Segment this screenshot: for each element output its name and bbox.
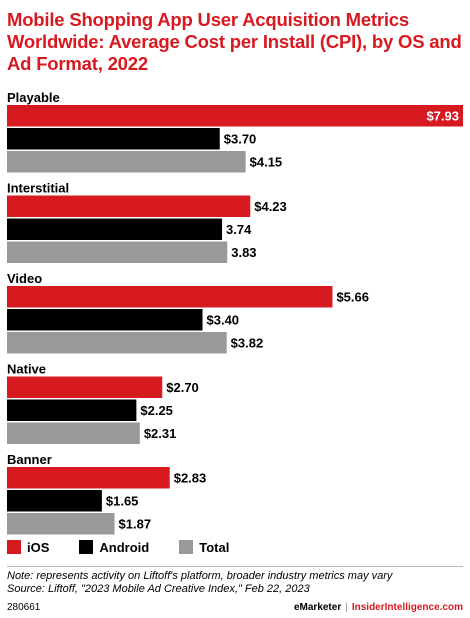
data-label-native-ios: $2.70: [166, 380, 199, 395]
legend-swatch-total: [179, 540, 194, 554]
bar-playable-ios: [7, 105, 463, 127]
data-label-banner-total: $1.87: [119, 516, 152, 531]
data-label-video-total: $3.82: [231, 335, 264, 350]
bar-native-ios: [7, 376, 163, 398]
data-label-interstitial-android: 3.74: [226, 222, 252, 237]
bar-chart: Playable $7.93 $3.70 $4.15 Interstitial $4.23…: [7, 90, 463, 535]
brand-insider-intelligence: InsiderIntelligence.com: [351, 602, 463, 613]
data-label-playable-ios: $7.93: [426, 108, 459, 123]
data-label-playable-android: $3.70: [224, 131, 257, 146]
legend: iOS Android Total: [7, 538, 259, 556]
brand-separator: |: [345, 602, 348, 613]
data-label-native-total: $2.31: [144, 426, 177, 441]
footer: 280661 eMarketer | InsiderIntelligence.com: [7, 601, 463, 615]
bar-playable-total: [7, 151, 246, 173]
data-label-banner-android: $1.65: [106, 493, 139, 508]
data-label-video-ios: $5.66: [336, 289, 369, 304]
category-label-banner: Banner: [7, 452, 52, 467]
note-block: Note: represents activity on Liftoff's p…: [7, 570, 463, 596]
note-divider: [7, 566, 463, 567]
chart-note: Note: represents activity on Liftoff's p…: [7, 570, 393, 582]
bar-video-android: [7, 309, 203, 331]
footer-brand: eMarketer | InsiderIntelligence.com: [294, 601, 463, 615]
data-label-interstitial-ios: $4.23: [254, 199, 287, 214]
bar-interstitial-android: [7, 218, 223, 240]
data-label-playable-total: $4.15: [250, 154, 283, 169]
legend-label-total: Total: [199, 539, 230, 555]
legend-item-total: Total: [179, 540, 229, 555]
bar-banner-total: [7, 513, 115, 535]
legend-swatch-ios: [7, 540, 21, 554]
data-label-banner-ios: $2.83: [174, 470, 207, 485]
bar-banner-android: [7, 490, 102, 512]
category-label-playable: Playable: [7, 90, 60, 105]
legend-label-android: Android: [99, 539, 150, 555]
bar-interstitial-total: [7, 241, 228, 263]
legend-item-ios: iOS: [7, 540, 49, 555]
category-label-video: Video: [7, 271, 42, 286]
legend-swatch-android: [79, 540, 94, 554]
data-label-video-android: $3.40: [207, 312, 240, 327]
category-label-interstitial: Interstitial: [7, 181, 69, 196]
chart-title: Mobile Shopping App User Acquisition Met…: [7, 9, 462, 74]
bar-native-total: [7, 422, 140, 444]
chart-source: Source: Liftoff, "2023 Mobile Ad Creativ…: [7, 583, 310, 595]
bar-native-android: [7, 399, 137, 421]
category-label-native: Native: [7, 362, 46, 377]
legend-item-android: Android: [79, 540, 149, 555]
bar-playable-android: [7, 128, 220, 150]
chart-id: 280661: [7, 602, 41, 613]
data-label-native-android: $2.25: [140, 403, 173, 418]
legend-label-ios: iOS: [27, 539, 50, 555]
bar-video-total: [7, 332, 227, 354]
bar-interstitial-ios: [7, 195, 251, 217]
brand-emarketer: eMarketer: [293, 602, 342, 613]
bar-video-ios: [7, 286, 333, 308]
bar-banner-ios: [7, 467, 170, 489]
data-label-interstitial-total: 3.83: [231, 245, 256, 260]
